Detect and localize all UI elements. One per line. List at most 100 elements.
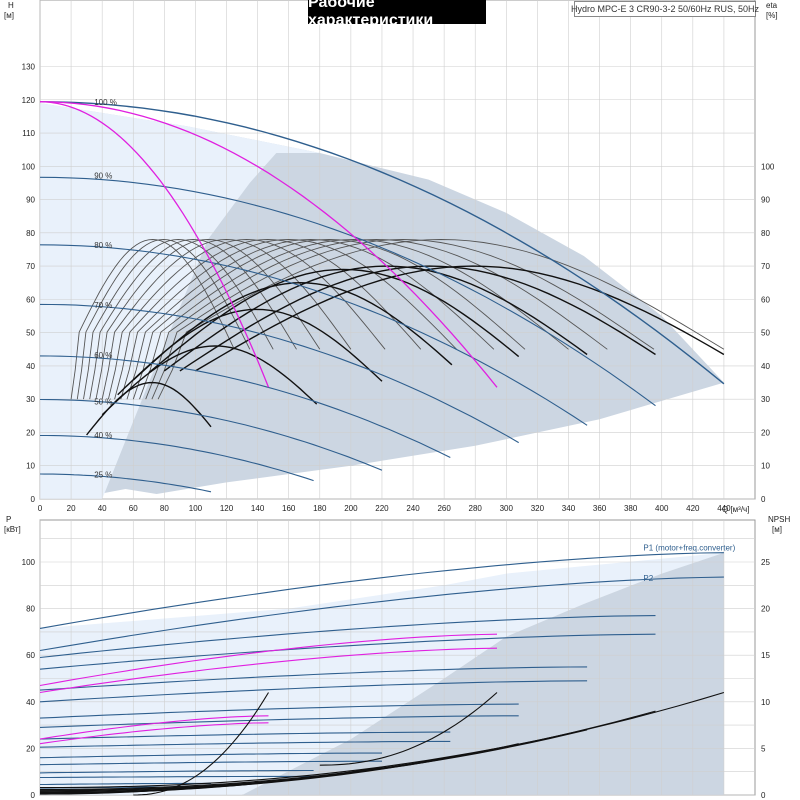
y2-tick-label: 50	[761, 329, 770, 338]
speed-label: 100 %	[94, 98, 117, 107]
y2-tick-label: 90	[761, 196, 770, 205]
eff-curve-thin	[95, 239, 321, 400]
bottom-envelope-region	[242, 552, 724, 795]
y-tick-label: 70	[26, 262, 35, 271]
power-curve	[39, 715, 519, 728]
p-tick-label: 80	[26, 605, 35, 614]
head-efficiency-plot: 100 % 90 % 80 % 70 % 60 % 50 % 40 % 25 % 0 20 40 60…	[4, 0, 778, 514]
x-tick-label: 260	[437, 504, 451, 513]
x-tick-label: 200	[344, 504, 358, 513]
y-axis-label: H	[8, 1, 14, 10]
eff-curve-thin	[132, 239, 526, 400]
x-tick-label: 220	[375, 504, 389, 513]
eff-curve-thin	[145, 239, 608, 400]
y-axis-unit: [м]	[4, 11, 14, 20]
y-tick-label: 120	[22, 96, 36, 105]
y-tick-label: 0	[31, 495, 36, 504]
y-tick-label: 90	[26, 196, 35, 205]
magenta-power-curve	[39, 715, 269, 740]
y2-tick-label: 70	[761, 262, 770, 271]
npsh-tick-label: 25	[761, 558, 770, 567]
x-tick-label: 380	[624, 504, 638, 513]
x-tick-label: 360	[593, 504, 607, 513]
legend-entry: P2	[643, 574, 653, 583]
pump-curve	[39, 244, 588, 426]
x-tick-label: 440	[717, 504, 731, 513]
eff-curve-thin	[70, 239, 235, 400]
npsh-axis-label: NPSH	[768, 515, 790, 524]
power-curve	[39, 752, 382, 759]
y2-axis-unit: [%]	[766, 11, 778, 20]
y2-tick-label: 20	[761, 428, 770, 437]
y2-axis-label: eta	[766, 1, 778, 10]
eff-curve-bold	[179, 265, 656, 372]
magenta-curve	[39, 101, 270, 388]
eff-curve-bold	[163, 265, 588, 372]
power-curve	[39, 666, 588, 691]
npsh-curve	[40, 775, 314, 794]
model-label: Hydro MPC-E 3 CR90-3-2 50/60Hz RUS, 50Hz	[571, 1, 759, 17]
p-axis-unit: [кВт]	[4, 525, 21, 534]
npsh-curve	[133, 692, 269, 796]
p-axis-label: P	[6, 515, 11, 524]
x-tick-label: 120	[220, 504, 234, 513]
x-tick-label: 280	[469, 504, 483, 513]
npsh-tick-label: 15	[761, 651, 770, 660]
y2-tick-label: 100	[761, 162, 775, 171]
npsh-tick-label: 20	[761, 605, 770, 614]
eff-curve-bold	[195, 265, 725, 372]
x-tick-label: 100	[189, 504, 203, 513]
x-tick-label: 160	[282, 504, 296, 513]
eff-curve-bold	[101, 345, 318, 416]
power-curve	[40, 775, 314, 779]
y2-tick-label: 30	[761, 395, 770, 404]
eff-curve-thin	[120, 239, 457, 400]
y2-tick-label: 80	[761, 229, 770, 238]
x-tick-label: 340	[562, 504, 576, 513]
power-curve	[39, 615, 656, 659]
p-tick-label: 0	[31, 791, 36, 800]
power-curve	[39, 680, 588, 703]
power-curve	[39, 633, 656, 670]
npsh-tick-label: 5	[761, 744, 766, 753]
pump-curve	[40, 434, 314, 482]
speed-label: 70 %	[94, 301, 112, 310]
x-axis-label: Q [м³/ч]	[722, 505, 749, 514]
power-curve	[39, 552, 724, 629]
speed-label: 40 %	[94, 431, 112, 440]
speed-label: 60 %	[94, 351, 112, 360]
npsh-curve	[40, 691, 725, 789]
power-curve	[39, 576, 724, 652]
y-tick-label: 80	[26, 229, 35, 238]
p-tick-label: 20	[26, 744, 35, 753]
x-tick-label: 420	[686, 504, 700, 513]
y-tick-label: 50	[26, 329, 35, 338]
y-tick-label: 110	[22, 129, 35, 138]
power-curve	[39, 760, 382, 766]
eff-curve-thin	[139, 239, 569, 400]
x-tick-label: 180	[313, 504, 327, 513]
eff-curve-thin	[76, 239, 251, 400]
y-tick-label: 30	[26, 395, 35, 404]
x-tick-label: 320	[531, 504, 545, 513]
power-curve	[39, 740, 451, 748]
npsh-axis-unit: [м]	[772, 525, 782, 534]
y2-tick-label: 10	[761, 462, 770, 471]
power-npsh-plot: P1 (motor+freq.converter)P20204060801000…	[4, 515, 790, 800]
npsh-curve	[319, 692, 498, 766]
eff-curve-thin	[151, 239, 655, 400]
npsh-tick-label: 10	[761, 698, 770, 707]
pump-curve	[39, 473, 212, 493]
y-tick-label: 130	[22, 62, 36, 71]
legend-entry: P1 (motor+freq.converter)	[643, 544, 735, 553]
power-curve	[39, 731, 451, 740]
npsh-tick-label: 0	[761, 791, 766, 800]
y2-tick-label: 40	[761, 362, 770, 371]
y-tick-label: 20	[26, 428, 35, 437]
p-tick-label: 40	[26, 698, 35, 707]
x-tick-label: 60	[129, 504, 138, 513]
pump-curve	[39, 176, 656, 407]
chart-title: Рабочие характеристики	[308, 0, 486, 29]
p-tick-label: 60	[26, 651, 35, 660]
